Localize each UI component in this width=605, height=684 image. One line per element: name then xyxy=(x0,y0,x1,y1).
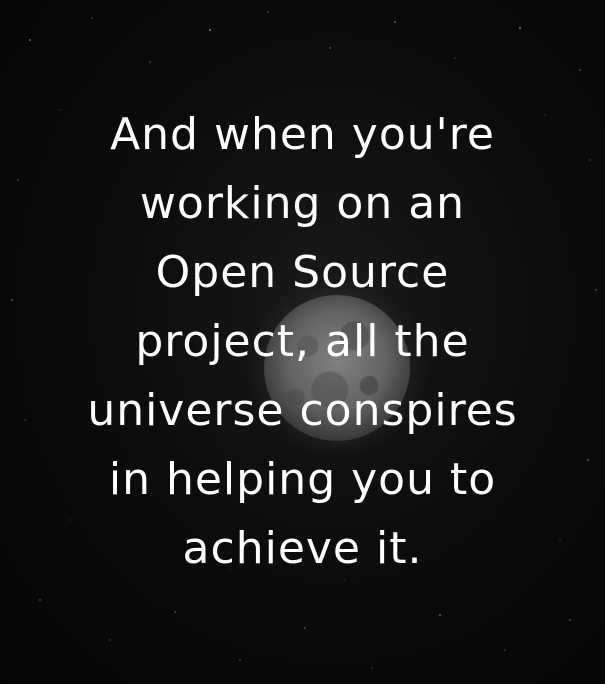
quote-line: working on an xyxy=(139,178,466,229)
quote-line: project, all the xyxy=(135,316,470,367)
quote-line: universe conspires xyxy=(87,385,518,436)
quote-text: And when you're working on an Open Sourc… xyxy=(0,100,605,583)
quote-line: Open Source xyxy=(155,247,450,298)
quote-line: achieve it. xyxy=(182,523,423,574)
quote-line: And when you're xyxy=(110,109,495,160)
moon-image xyxy=(264,295,410,441)
quote-line: in helping you to xyxy=(108,454,497,505)
